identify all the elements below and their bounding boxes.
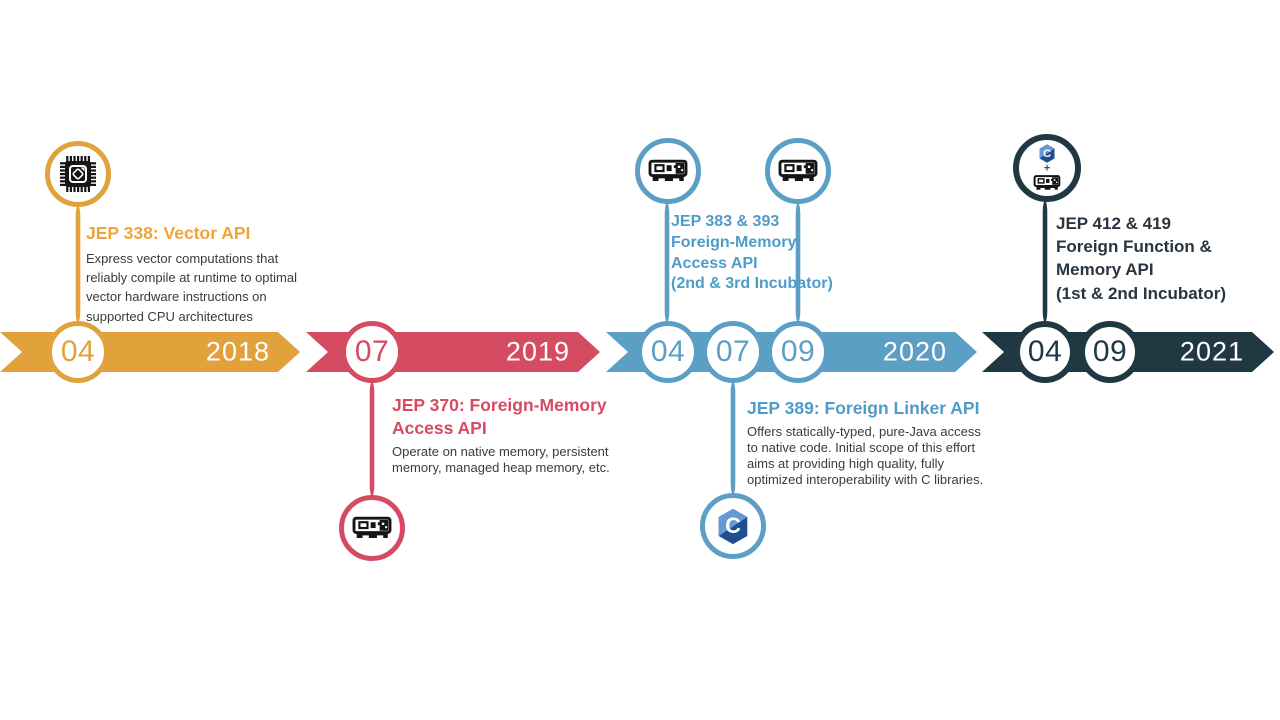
event-description: Operate on native memory, persistent mem…	[392, 444, 610, 475]
month-badge-2020-04: 04	[637, 321, 699, 383]
event-title: JEP 389: Foreign Linker API	[747, 398, 980, 418]
event-icon-circle-jep-393	[765, 138, 831, 204]
event-block-jep-383-393: JEP 383 & 393 Foreign-Memory Access API …	[671, 212, 833, 295]
event-description: Offers statically-typed, pure-Java acces…	[747, 424, 984, 487]
event-icon-circle-jep-370	[339, 495, 405, 561]
connector-stem	[367, 379, 377, 499]
event-title: JEP 338: Vector API	[86, 223, 251, 243]
event-title: JEP 383 & 393 Foreign-Memory Access API …	[671, 213, 833, 293]
event-block-jep-389: JEP 389: Foreign Linker API Offers stati…	[747, 397, 983, 488]
year-label-2018: 2018	[205, 336, 270, 367]
year-label-2019: 2019	[505, 336, 570, 367]
month-badge-2020-07: 07	[702, 321, 764, 383]
month-badge-2019-07: 07	[341, 321, 403, 383]
ram-icon	[648, 159, 688, 181]
c-plus-ram-icon: C +	[1033, 143, 1061, 190]
event-icon-circle-jep-338	[45, 141, 111, 207]
year-label-2021: 2021	[1179, 336, 1244, 367]
svg-text:C: C	[1043, 148, 1051, 160]
year-label-2020: 2020	[882, 336, 947, 367]
svg-text:+: +	[1044, 162, 1050, 174]
ram-icon	[352, 516, 392, 538]
month-badge-2020-09: 09	[767, 321, 829, 383]
month-badge-2018-04: 04	[47, 321, 109, 383]
ram-icon	[778, 159, 818, 181]
event-icon-circle-jep-389: C	[700, 493, 766, 559]
connector-stem	[73, 203, 83, 325]
event-title: JEP 370: Foreign-Memory Access API	[392, 395, 607, 438]
event-block-jep-412-419: JEP 412 & 419 Foreign Function & Memory …	[1056, 212, 1226, 305]
event-icon-circle-jep-412: C +	[1013, 134, 1081, 202]
month-badge-2021-04: 04	[1014, 321, 1076, 383]
month-badge-2021-09: 09	[1079, 321, 1141, 383]
event-description: Express vector computations that reliabl…	[86, 251, 297, 324]
connector-stem	[1040, 198, 1050, 325]
event-title: JEP 412 & 419 Foreign Function & Memory …	[1056, 214, 1227, 303]
timeline-band-2018: 2018	[0, 332, 300, 372]
event-block-jep-370: JEP 370: Foreign-Memory Access API Opera…	[392, 394, 610, 476]
svg-text:C: C	[725, 513, 741, 538]
connector-stem	[728, 379, 738, 497]
event-block-jep-338: JEP 338: Vector API Express vector compu…	[86, 222, 297, 326]
event-icon-circle-jep-383	[635, 138, 701, 204]
connector-stem	[662, 200, 672, 325]
connector-stem	[793, 200, 803, 325]
c-logo-icon: C	[718, 508, 748, 544]
cpu-icon	[60, 156, 96, 192]
